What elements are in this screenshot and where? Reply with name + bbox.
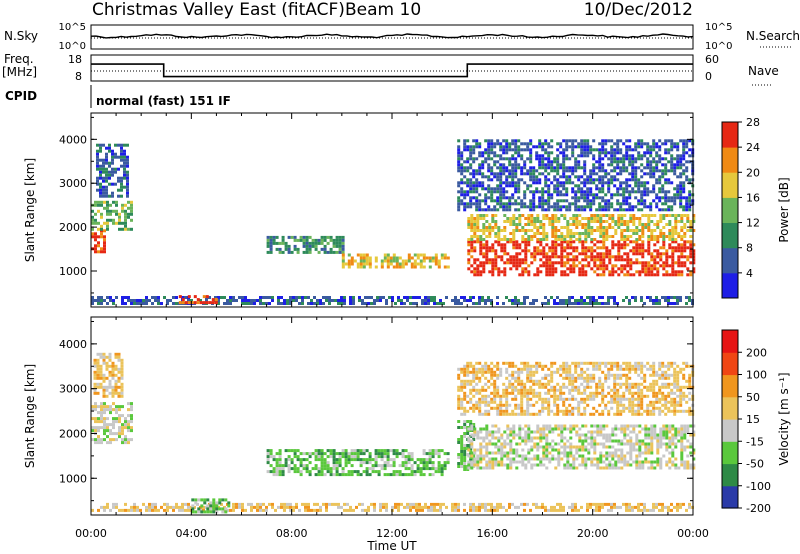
velocity-colorbar-segment (722, 419, 738, 442)
cpid-label: CPID (5, 89, 37, 103)
velocity-echo-region-1 (93, 352, 124, 398)
power-colorbar-segment (722, 197, 738, 223)
power-colorbar-segment (722, 122, 738, 148)
power-colorbar-segment (722, 247, 738, 274)
power-colorbar-segment (722, 147, 738, 173)
date-label: 10/Dec/2012 (584, 0, 693, 20)
power-colorbar-tick: 16 (746, 191, 760, 204)
noise-sky-line (90, 33, 694, 39)
figure-title: Christmas Valley East (fitACF) (92, 0, 345, 20)
freq-label: Freq. (4, 52, 34, 66)
nsky-tick-high: 10^5 (59, 22, 86, 33)
y-tick-label: 2000 (59, 221, 87, 234)
x-tick-label: 04:00 (175, 527, 207, 540)
freq-line (91, 63, 693, 78)
x-tick-label: 12:00 (376, 527, 408, 540)
nave-label: Nave (748, 64, 779, 78)
velocity-colorbar-tick: -15 (746, 435, 764, 448)
y-tick-label: 3000 (59, 383, 87, 396)
power-echo-region-8 (467, 214, 696, 241)
velocity-colorbar-tick: 50 (746, 391, 760, 404)
power-echo-region-1 (91, 200, 133, 231)
power-colorbar-segment (722, 222, 738, 249)
time-axis: 00:00 04:00 08:00 12:00 16:00 20:00 00:00 (75, 527, 709, 540)
velocity-colorbar-segment (722, 441, 738, 465)
velocity-echo-region-6 (467, 424, 696, 470)
power-colorbar-tick: 24 (746, 141, 760, 154)
y-tick-label: 3000 (59, 177, 87, 190)
power-colorbar-label: Power [dB] (777, 177, 791, 242)
nsky-tick-low: 10^0 (59, 41, 86, 52)
power-y-axis-label: Slant Range [km] (23, 158, 37, 262)
velocity-echo-region-3 (191, 498, 231, 514)
freq-tick-high: 18 (68, 53, 82, 66)
power-echo-region-4 (178, 295, 218, 305)
x-tick-label: 16:00 (476, 527, 508, 540)
velocity-colorbar-tick: 15 (746, 413, 760, 426)
x-axis-label: Time UT (366, 539, 417, 553)
nave-tick-low: 0 (705, 70, 712, 83)
power-colorbar-tick: 8 (746, 242, 753, 255)
nsky-label: N.Sky (4, 29, 38, 43)
power-colorbar-tick: 12 (746, 217, 760, 230)
power-colorbar-tick: 28 (746, 116, 760, 129)
velocity-plot-frame (90, 316, 694, 516)
power-echo-region-2 (96, 143, 129, 198)
velocity-colorbar-segment (722, 485, 738, 509)
velocity-echo-region-4 (266, 449, 450, 477)
y-tick-label: 1000 (59, 472, 87, 485)
x-tick-label: 08:00 (276, 527, 308, 540)
power-echo-region-7 (467, 240, 696, 277)
velocity-echo-region-0 (91, 402, 133, 445)
velocity-colorbar-tick: -200 (746, 502, 771, 515)
cpid-value: normal (fast) 151 IF (96, 94, 231, 108)
velocity-y-axis-label: Slant Range [km] (23, 364, 37, 468)
velocity-echo-region-7 (457, 361, 695, 416)
power-echo-region-0 (91, 229, 106, 254)
velocity-echo-region-2 (91, 502, 694, 512)
nsearch-label: N.Search (746, 29, 800, 43)
power-colorbar-segment (722, 172, 738, 198)
velocity-colorbar-segment (722, 352, 738, 376)
y-tick-label: 2000 (59, 427, 87, 440)
power-colorbar-segment (722, 272, 738, 299)
velocity-colorbar-segment (722, 374, 738, 398)
power-colorbar-tick: 4 (746, 267, 753, 280)
nave-tick-high: 60 (705, 53, 719, 66)
velocity-panel: 1000 2000 3000 4000 Slant Range [km] 200 100 50… (23, 316, 791, 516)
power-echo-region-6 (341, 253, 450, 269)
y-tick-label: 4000 (59, 133, 87, 146)
velocity-colorbar-segment (722, 330, 738, 353)
beam-label: Beam 10 (345, 0, 421, 20)
velocity-colorbar-tick: -50 (746, 458, 764, 471)
power-panel: 1000 2000 3000 4000 Slant Range [km] 4 8 12 16 20… (23, 112, 791, 308)
velocity-colorbar-segment (722, 463, 738, 487)
velocity-colorbar-tick: 200 (746, 346, 767, 359)
y-tick-label: 4000 (59, 338, 87, 351)
y-tick-label: 1000 (59, 265, 87, 278)
freq-unit: [MHz] (2, 65, 37, 79)
power-echo-region-5 (266, 235, 345, 254)
nsearch-tick-high: 10^5 (705, 22, 732, 33)
velocity-colorbar-label: Velocity [m s⁻¹] (777, 372, 791, 465)
nsearch-tick-low: 10^0 (705, 41, 732, 52)
velocity-colorbar-tick: 100 (746, 369, 767, 382)
x-tick-label: 20:00 (577, 527, 609, 540)
x-tick-label: 00:00 (677, 527, 709, 540)
velocity-colorbar-tick: -100 (746, 480, 771, 493)
power-colorbar-tick: 20 (746, 166, 760, 179)
x-tick-label: 00:00 (75, 527, 107, 540)
freq-panel (90, 54, 694, 82)
freq-tick-low: 8 (75, 70, 82, 83)
power-echo-region-9 (457, 139, 695, 212)
velocity-colorbar-segment (722, 396, 738, 420)
power-echo-region-3 (91, 296, 694, 305)
